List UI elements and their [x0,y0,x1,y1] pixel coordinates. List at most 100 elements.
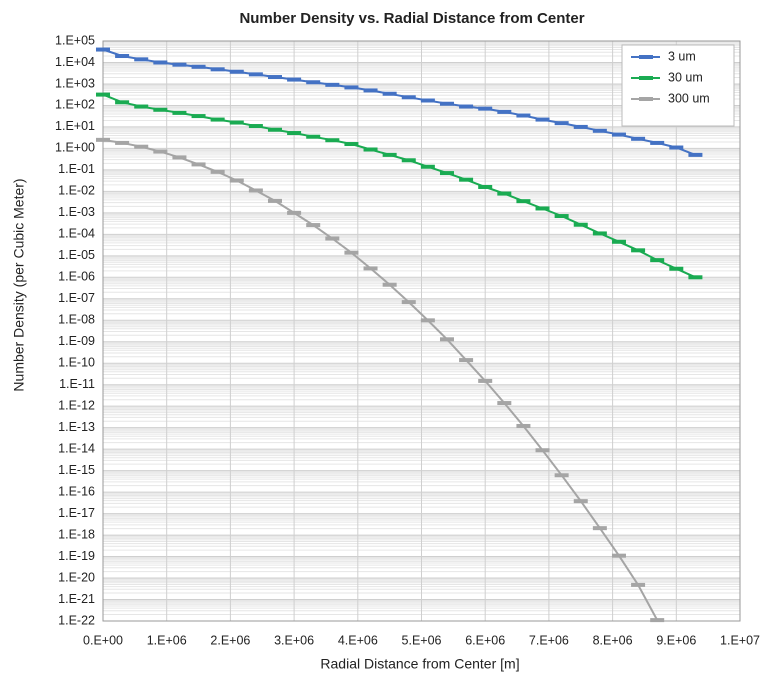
marker [401,300,416,305]
marker [325,82,340,87]
y-tick-label: 1.E-04 [58,227,95,241]
x-tick-label: 9.E+06 [656,633,696,647]
marker [344,142,359,147]
x-tick-label: 3.E+06 [274,633,314,647]
marker [344,250,359,255]
marker [478,378,493,383]
marker [631,582,646,587]
marker [688,275,703,280]
marker [420,318,435,323]
marker [96,92,110,97]
marker [325,138,340,143]
y-tick-label: 1.E-12 [58,398,95,412]
x-tick-label: 2.E+06 [210,633,250,647]
x-tick-label: 5.E+06 [402,633,442,647]
y-tick-label: 1.E-09 [58,334,95,348]
marker [459,104,474,109]
marker [172,110,187,115]
y-tick-label: 1.E+04 [55,55,95,69]
marker [650,140,665,145]
marker [516,113,531,118]
marker [669,266,684,271]
marker [439,171,454,176]
marker [115,100,130,105]
marker [420,164,435,169]
marker [459,358,474,363]
marker [592,231,607,236]
marker [344,85,359,90]
legend-label: 300 um [668,91,710,105]
marker [459,177,474,182]
marker [631,248,646,253]
marker [554,214,569,219]
x-tick-label: 8.E+06 [593,633,633,647]
y-tick-label: 1.E+02 [55,98,95,112]
legend-marker [639,76,653,80]
y-tick-label: 1.E-15 [58,463,95,477]
y-tick-label: 1.E-20 [58,570,95,584]
marker [210,67,225,72]
marker [439,337,454,342]
marker [650,258,665,263]
y-tick-label: 1.E-10 [58,356,95,370]
legend-label: 3 um [668,49,696,63]
y-tick-label: 1.E-14 [58,441,95,455]
marker [134,144,149,149]
marker [153,60,168,65]
marker [191,162,206,167]
marker [554,473,569,478]
x-tick-label: 6.E+06 [465,633,505,647]
x-tick-label: 7.E+06 [529,633,569,647]
marker [96,47,110,52]
marker [535,117,550,122]
marker [420,98,435,103]
marker [191,64,206,69]
marker [363,147,378,152]
marker [535,206,550,211]
legend-marker [639,55,653,59]
marker [267,75,282,80]
marker [153,107,168,112]
marker [306,80,321,85]
marker [287,131,302,136]
marker [287,77,302,82]
marker [172,62,187,67]
x-tick-label: 1.E+07 [720,633,760,647]
marker [516,423,531,428]
marker [210,169,225,174]
marker [478,184,493,189]
marker [573,124,588,129]
marker [611,239,626,244]
marker [401,95,416,100]
marker [115,140,130,145]
marker [287,210,302,215]
marker [210,117,225,122]
marker [267,127,282,132]
y-tick-label: 1.E-13 [58,420,95,434]
marker [688,152,703,157]
marker [306,134,321,139]
marker [382,91,397,96]
marker [592,128,607,133]
marker [401,158,416,163]
marker [516,199,531,204]
marker [497,109,512,114]
marker [363,266,378,271]
y-tick-label: 1.E-19 [58,549,95,563]
marker [229,178,244,183]
y-tick-label: 1.E-17 [58,506,95,520]
marker [631,136,646,141]
marker [497,401,512,406]
y-tick-label: 1.E+03 [55,76,95,90]
chart-title: Number Density vs. Radial Distance from … [239,10,584,27]
marker [229,120,244,125]
marker [153,149,168,154]
marker [611,132,626,137]
marker [497,191,512,196]
marker [248,72,263,77]
marker [191,114,206,119]
y-tick-label: 1.E+01 [55,119,95,133]
marker [325,236,340,241]
y-tick-label: 1.E-18 [58,527,95,541]
